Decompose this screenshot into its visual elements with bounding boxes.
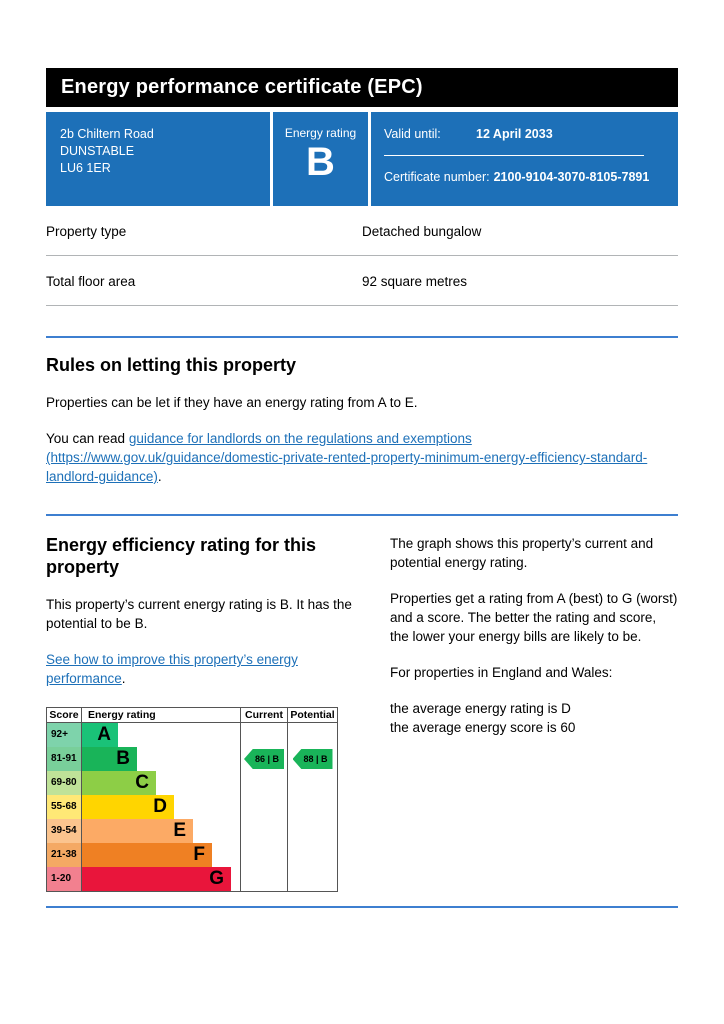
current-cell — [241, 867, 288, 891]
section-divider — [46, 514, 678, 516]
current-rating-arrow-icon: 86 | B — [244, 749, 284, 769]
current-cell — [241, 795, 288, 819]
potential-column-header: Potential — [290, 709, 335, 721]
valid-until-date: 12 April 2033 — [476, 127, 553, 141]
rules-heading: Rules on letting this property — [46, 355, 297, 375]
potential-cell — [288, 723, 337, 747]
epc-band-row-e: 39-54 E — [47, 819, 337, 843]
rating-column-header: Energy rating — [82, 708, 241, 722]
epc-chart-body: 92+ A 81-91 B 86 | B 88 | B 69-80 C 55-68 D 39-54 E… — [47, 723, 337, 891]
rating-paragraph: This property’s current energy rating is… — [46, 597, 352, 631]
certificate-number-value: 2100-9104-3070-8105-7891 — [493, 170, 650, 184]
address-line-2: DUNSTABLE — [60, 144, 135, 158]
rating-section: Energy efficiency rating for this proper… — [46, 534, 678, 892]
current-column-header: Current — [241, 708, 288, 722]
epc-chart-header: Score Energy rating Current Potential — [47, 708, 337, 723]
address-line-1: 2b Chiltern Road — [60, 127, 154, 141]
band-bar-c: C — [82, 771, 156, 795]
fact-row-property-type: Property type Detached bungalow — [46, 206, 678, 256]
energy-rating-box: Energy rating B — [273, 112, 368, 206]
current-cell: 86 | B — [241, 747, 288, 771]
validity-box: Valid until: 12 April 2033 Certificate n… — [371, 112, 678, 206]
band-rating-cell: A — [82, 723, 241, 747]
band-score-range: 92+ — [47, 723, 82, 747]
band-score-range: 1-20 — [47, 867, 82, 891]
rating-section-left: Energy efficiency rating for this proper… — [46, 534, 358, 892]
average-score-line: the average energy score is 60 — [390, 720, 576, 735]
improve-link-suffix: . — [121, 671, 126, 686]
floor-area-label: Total floor area — [46, 274, 136, 289]
potential-cell — [288, 771, 337, 795]
improve-performance-link[interactable]: See how to improve this property’s energ… — [46, 652, 298, 686]
band-score-range: 81-91 — [47, 747, 82, 771]
band-rating-cell: C — [82, 771, 241, 795]
band-rating-cell: B — [82, 747, 241, 771]
current-cell — [241, 843, 288, 867]
epc-document: Energy performance certificate (EPC) 2b … — [46, 0, 678, 908]
document-title-bar: Energy performance certificate (EPC) — [46, 68, 678, 107]
epc-band-row-g: 1-20 G — [47, 867, 337, 891]
improve-paragraph: See how to improve this property’s energ… — [46, 650, 358, 688]
rules-p2-suffix: . — [157, 469, 162, 484]
rules-paragraph-2: You can read guidance for landlords on t… — [46, 429, 678, 486]
epc-band-row-d: 55-68 D — [47, 795, 337, 819]
band-bar-g: G — [82, 867, 231, 891]
validity-divider — [384, 155, 644, 156]
certificate-number-row: Certificate number: 2100-9104-3070-8105-… — [384, 170, 662, 184]
epc-chart: Score Energy rating Current Potential 92… — [46, 707, 338, 892]
graph-description: The graph shows this property’s current … — [390, 536, 654, 570]
potential-cell — [288, 819, 337, 843]
current-cell — [241, 819, 288, 843]
band-score-range: 39-54 — [47, 819, 82, 843]
energy-rating-value: B — [306, 140, 335, 184]
potential-cell — [288, 843, 337, 867]
rating-section-right: The graph shows this property’s current … — [390, 534, 678, 892]
potential-rating-arrow-icon: 88 | B — [292, 749, 333, 769]
epc-band-row-b: 81-91 B 86 | B 88 | B — [47, 747, 337, 771]
band-rating-cell: D — [82, 795, 241, 819]
rating-heading: Energy efficiency rating for this proper… — [46, 535, 317, 577]
energy-rating-label: Energy rating — [284, 126, 357, 140]
section-divider — [46, 336, 678, 338]
landlord-guidance-link[interactable]: guidance for landlords on the regulation… — [46, 431, 648, 484]
floor-area-value: 92 square metres — [362, 274, 468, 289]
potential-cell: 88 | B — [288, 747, 337, 771]
band-score-range: 69-80 — [47, 771, 82, 795]
band-bar-b: B — [82, 747, 137, 771]
current-cell — [241, 723, 288, 747]
certificate-summary-panel: 2b Chiltern Road DUNSTABLE LU6 1ER Energ… — [46, 112, 678, 206]
rules-paragraph-1: Properties can be let if they have an en… — [46, 395, 418, 410]
average-stats: the average energy rating is D the avera… — [390, 699, 678, 737]
address-line-3: LU6 1ER — [60, 161, 111, 175]
epc-band-row-a: 92+ A — [47, 723, 337, 747]
band-bar-e: E — [82, 819, 193, 843]
score-column-header: Score — [47, 708, 82, 722]
potential-cell — [288, 795, 337, 819]
certificate-number-label: Certificate number: — [384, 170, 490, 184]
property-address: 2b Chiltern Road DUNSTABLE LU6 1ER — [46, 112, 270, 206]
epc-band-row-c: 69-80 C — [47, 771, 337, 795]
band-rating-cell: E — [82, 819, 241, 843]
band-score-range: 21-38 — [47, 843, 82, 867]
page-title: Energy performance certificate (EPC) — [61, 76, 423, 98]
band-bar-f: F — [82, 843, 212, 867]
potential-cell — [288, 867, 337, 891]
band-score-range: 55-68 — [47, 795, 82, 819]
rating-explanation: Properties get a rating from A (best) to… — [390, 591, 678, 644]
epc-band-row-f: 21-38 F — [47, 843, 337, 867]
property-type-label: Property type — [46, 224, 127, 239]
section-divider — [46, 906, 678, 908]
rules-p2-prefix: You can read — [46, 431, 129, 446]
fact-row-floor-area: Total floor area 92 square metres — [46, 256, 678, 306]
property-type-value: Detached bungalow — [362, 224, 482, 239]
valid-until-label: Valid until: — [384, 127, 441, 141]
band-bar-a: A — [82, 723, 118, 747]
band-rating-cell: G — [82, 867, 241, 891]
england-wales-intro: For properties in England and Wales: — [390, 665, 613, 680]
band-bar-d: D — [82, 795, 174, 819]
average-rating-line: the average energy rating is D — [390, 701, 571, 716]
current-cell — [241, 771, 288, 795]
valid-until-row: Valid until: 12 April 2033 — [384, 127, 662, 141]
band-rating-cell: F — [82, 843, 241, 867]
